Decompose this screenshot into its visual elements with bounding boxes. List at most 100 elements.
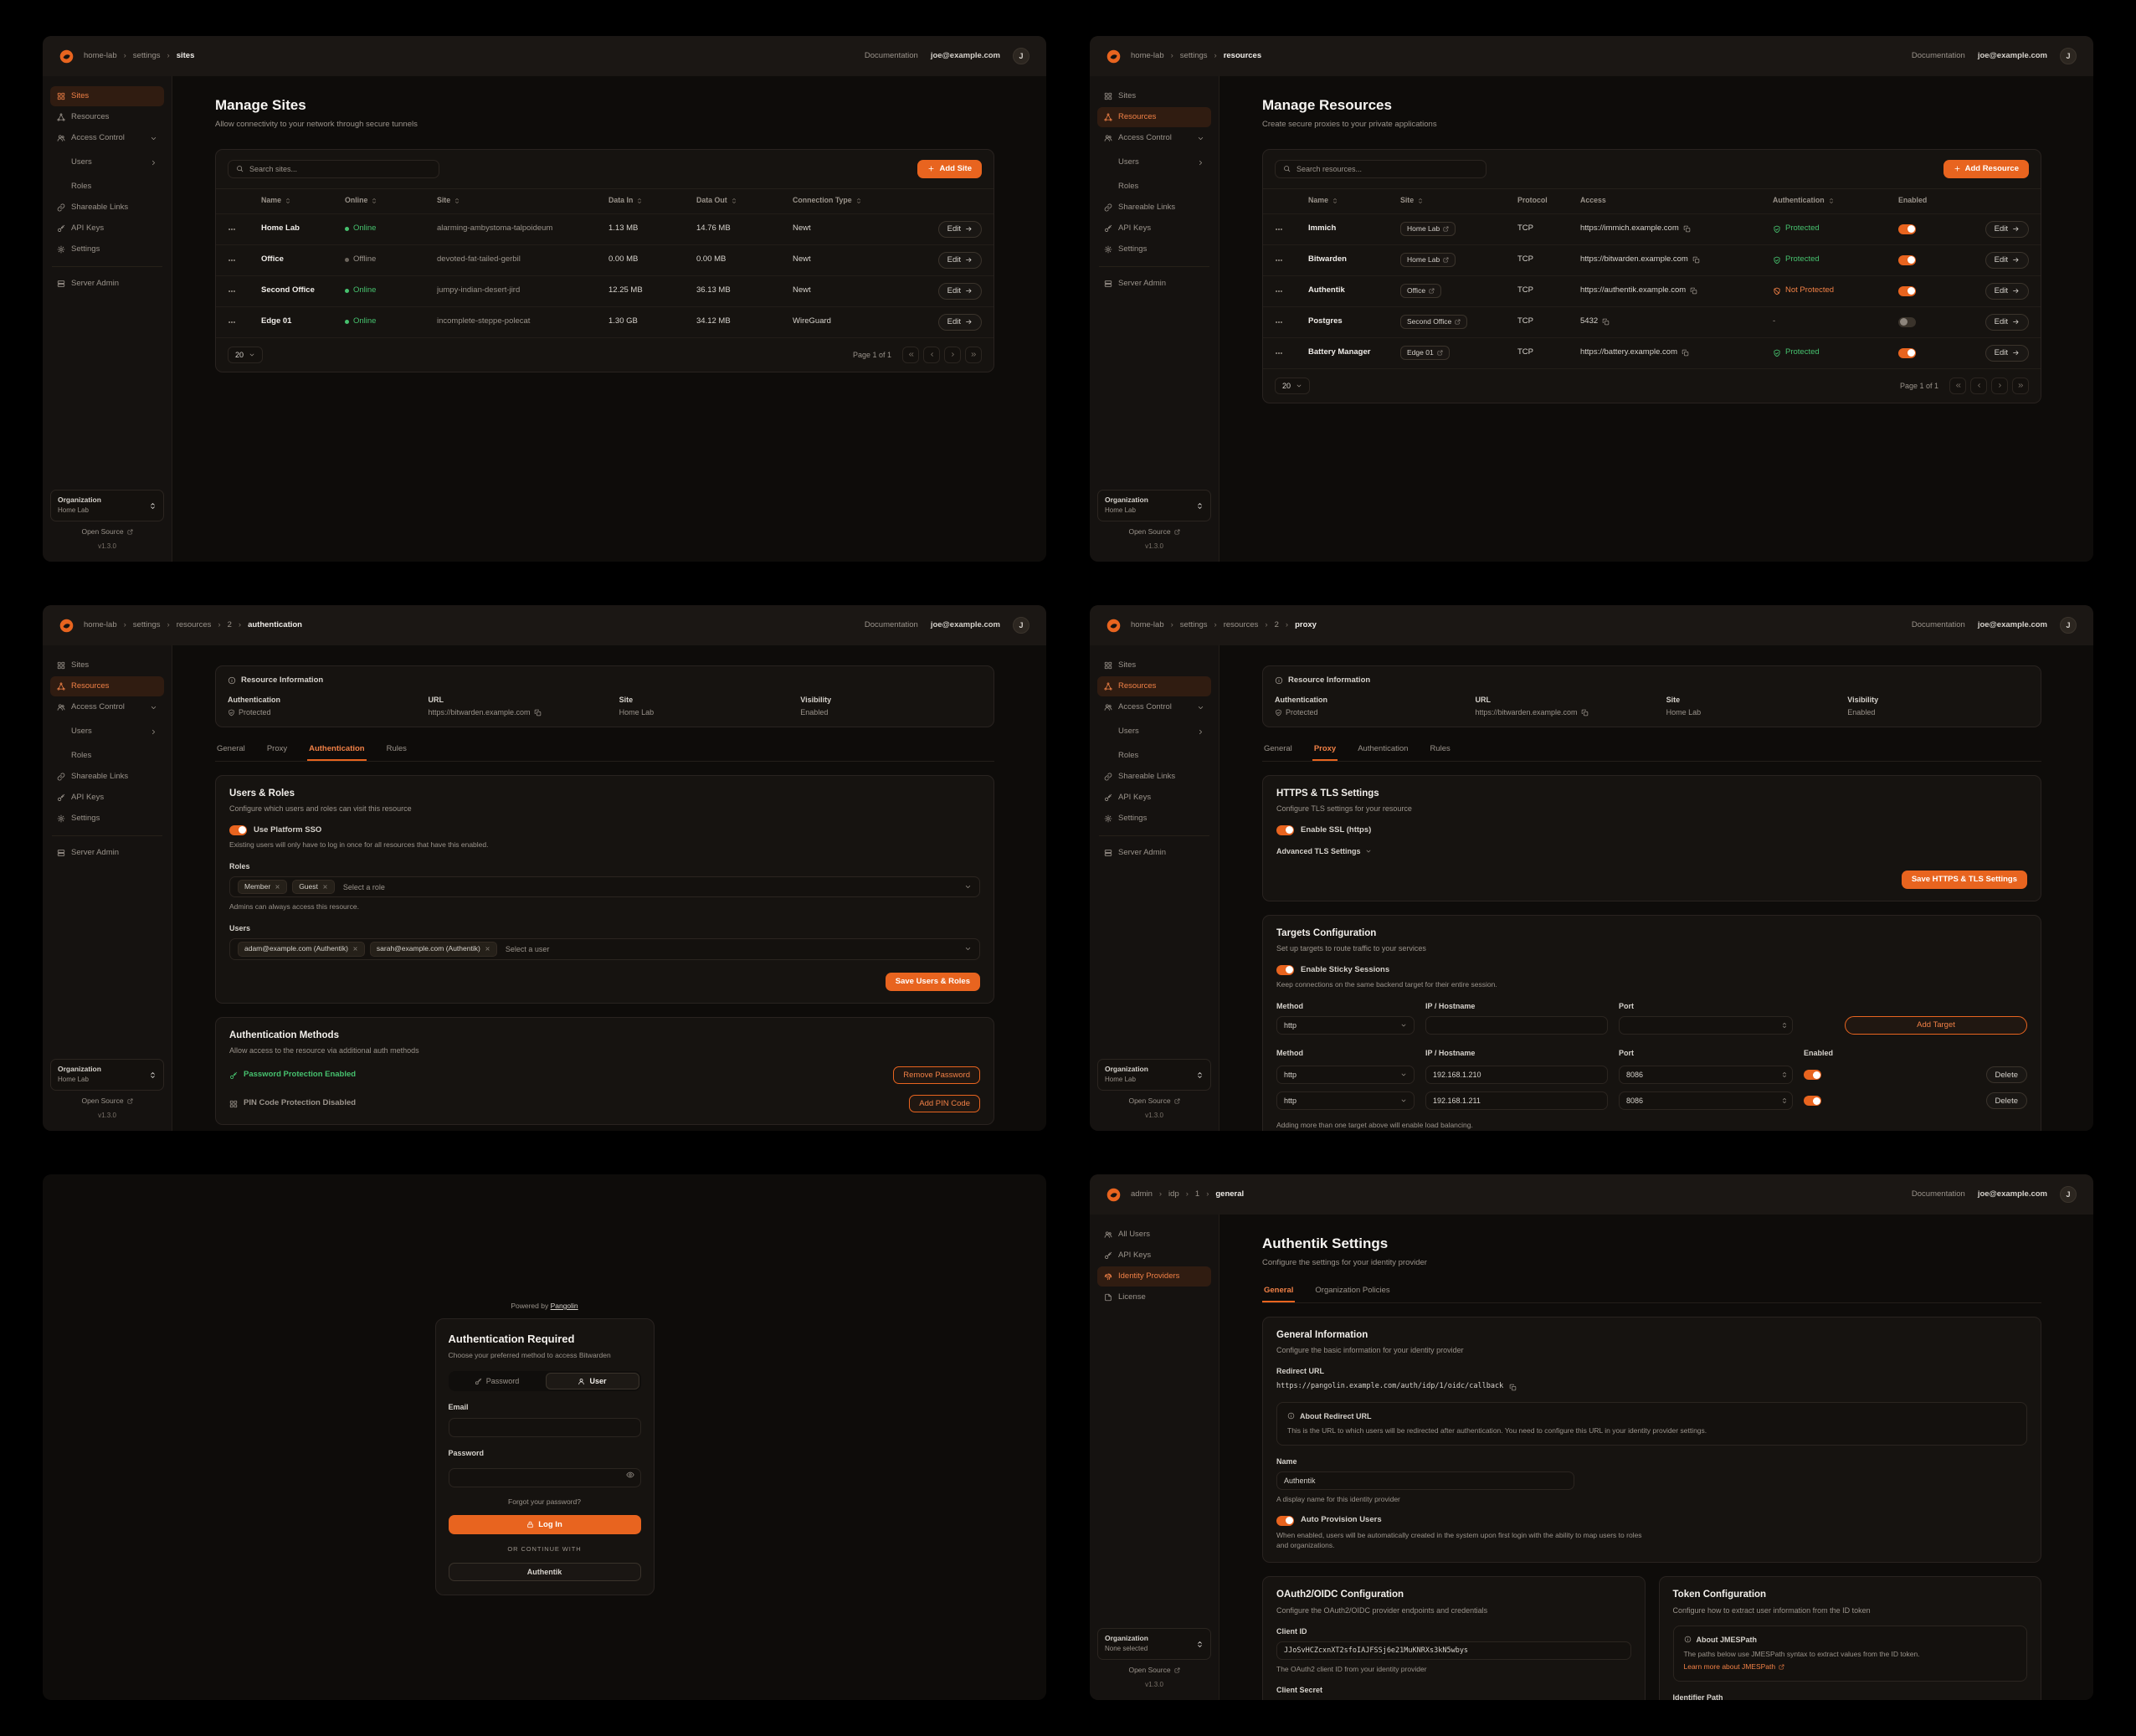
enabled-toggle[interactable] [1898,223,1916,234]
tab-proxy[interactable]: Proxy [1312,739,1338,761]
organization-select[interactable]: Organization Home Lab [1097,1059,1211,1091]
sidebar-item-api-keys[interactable]: API Keys [50,218,164,239]
sidebar-item-roles[interactable]: Roles [50,177,164,197]
organization-select[interactable]: Organization None selected [1097,1628,1211,1660]
open-source-link[interactable]: Open Source [1097,1666,1211,1675]
save-https-tls-button[interactable]: Save HTTPS & TLS Settings [1901,870,2027,889]
avatar[interactable]: J [2060,48,2077,64]
sidebar-item-access-control[interactable]: Access Control [50,128,164,148]
user-email[interactable]: joe@example.com [1977,1189,2047,1199]
remove-password-button[interactable]: Remove Password [893,1066,980,1085]
sidebar-item-api-keys[interactable]: API Keys [1097,788,1211,808]
organization-select[interactable]: Organization Home Lab [50,490,164,521]
avatar[interactable]: J [2060,1186,2077,1203]
eye-icon[interactable] [626,1471,634,1479]
search-input[interactable] [249,164,431,173]
breadcrumb-item[interactable]: settings [1179,619,1208,629]
sidebar-item-settings[interactable]: Settings [1097,809,1211,829]
sidebar-item-settings[interactable]: Settings [1097,239,1211,259]
open-source-link[interactable]: Open Source [1097,527,1211,537]
sidebar-item-resources[interactable]: Resources [1097,676,1211,696]
copy-icon[interactable] [1690,287,1697,295]
pangolin-logo-icon[interactable] [1107,49,1121,64]
remove-icon[interactable] [275,884,280,890]
tab-rules[interactable]: Rules [1430,744,1451,754]
tab-general[interactable]: General [217,744,245,754]
open-source-link[interactable]: Open Source [50,527,164,537]
sidebar-item-identity-providers[interactable]: Identity Providers [1097,1266,1211,1287]
organization-select[interactable]: Organization Home Lab [1097,490,1211,521]
tab-rules[interactable]: Rules [386,744,407,754]
pangolin-logo-icon[interactable] [1107,1188,1121,1202]
row-menu-icon[interactable] [228,287,236,295]
sidebar-item-access-control[interactable]: Access Control [1097,697,1211,717]
sidebar-item-access-control[interactable]: Access Control [50,697,164,717]
first-page-button[interactable] [1949,377,1966,394]
stepper-icon[interactable] [1781,1097,1788,1104]
edit-button[interactable]: Edit [1985,344,2029,362]
documentation-link[interactable]: Documentation [864,619,918,629]
remove-icon[interactable] [352,946,358,952]
sidebar-item-api-keys[interactable]: API Keys [50,788,164,808]
method-select[interactable]: http [1276,1091,1415,1111]
previous-page-button[interactable] [923,346,940,363]
organization-select[interactable]: Organization Home Lab [50,1059,164,1091]
sidebar-item-users[interactable]: Users [1097,722,1211,742]
edit-button[interactable]: Edit [937,220,982,238]
copy-icon[interactable] [1682,349,1689,357]
sidebar-item-users[interactable]: Users [50,722,164,742]
row-menu-icon[interactable] [228,256,236,265]
ip-hostname-input[interactable] [1425,1066,1608,1085]
search-input[interactable] [1296,164,1478,173]
breadcrumb-item[interactable]: settings [132,619,161,629]
delete-button[interactable]: Delete [1985,1066,2027,1084]
copy-icon[interactable] [1692,256,1700,264]
user-email[interactable]: joe@example.com [1977,619,2047,629]
breadcrumb-item[interactable]: home-lab [84,619,117,629]
target-enabled-toggle[interactable] [1804,1096,1821,1107]
target-enabled-toggle[interactable] [1804,1070,1821,1081]
sidebar-item-sites[interactable]: Sites [1097,86,1211,106]
edit-button[interactable]: Edit [937,313,982,331]
pangolin-logo-icon[interactable] [59,49,74,64]
edit-button[interactable]: Edit [1985,313,2029,331]
user-email[interactable]: joe@example.com [930,50,1000,60]
tab-proxy[interactable]: Proxy [266,744,288,754]
user-email[interactable]: joe@example.com [1977,50,2047,60]
row-menu-icon[interactable] [1275,256,1283,265]
tab-password[interactable]: Password [450,1373,544,1389]
enabled-toggle[interactable] [1898,316,1916,327]
delete-button[interactable]: Delete [1985,1092,2027,1110]
client-id-input[interactable] [1276,1641,1631,1660]
row-menu-icon[interactable] [228,318,236,326]
sidebar-item-sites[interactable]: Sites [1097,655,1211,675]
site-badge[interactable]: Edge 01 [1400,346,1450,361]
port-input[interactable] [1619,1091,1793,1111]
name-input[interactable] [1276,1471,1574,1490]
breadcrumb-item[interactable]: idp [1168,1189,1179,1199]
sidebar-item-sites[interactable]: Sites [50,655,164,675]
copy-icon[interactable] [1683,225,1691,233]
ip-hostname-input[interactable] [1425,1091,1608,1111]
breadcrumb-item[interactable]: admin [1131,1189,1153,1199]
row-menu-icon[interactable] [1275,349,1283,357]
row-menu-icon[interactable] [1275,318,1283,326]
documentation-link[interactable]: Documentation [1911,1189,1965,1199]
breadcrumb-item[interactable]: resources [176,619,212,629]
sidebar-item-server-admin[interactable]: Server Admin [1097,274,1211,294]
edit-button[interactable]: Edit [937,282,982,300]
add-site-button[interactable]: Add Site [917,159,982,178]
forgot-password-link[interactable]: Forgot your password? [508,1497,581,1506]
log-in-button[interactable]: Log In [448,1515,641,1535]
sort-icon[interactable] [285,198,291,204]
sticky-sessions-toggle[interactable] [1276,964,1294,975]
site-badge[interactable]: Home Lab [1400,222,1456,237]
tab-general[interactable]: General [1262,1281,1295,1302]
method-select[interactable]: http [1276,1015,1415,1035]
sort-icon[interactable] [731,198,737,204]
open-source-link[interactable]: Open Source [1097,1097,1211,1106]
sort-icon[interactable] [371,198,377,204]
sidebar-item-server-admin[interactable]: Server Admin [50,843,164,863]
breadcrumb-item[interactable]: settings [132,50,161,60]
user-email[interactable]: joe@example.com [930,619,1000,629]
